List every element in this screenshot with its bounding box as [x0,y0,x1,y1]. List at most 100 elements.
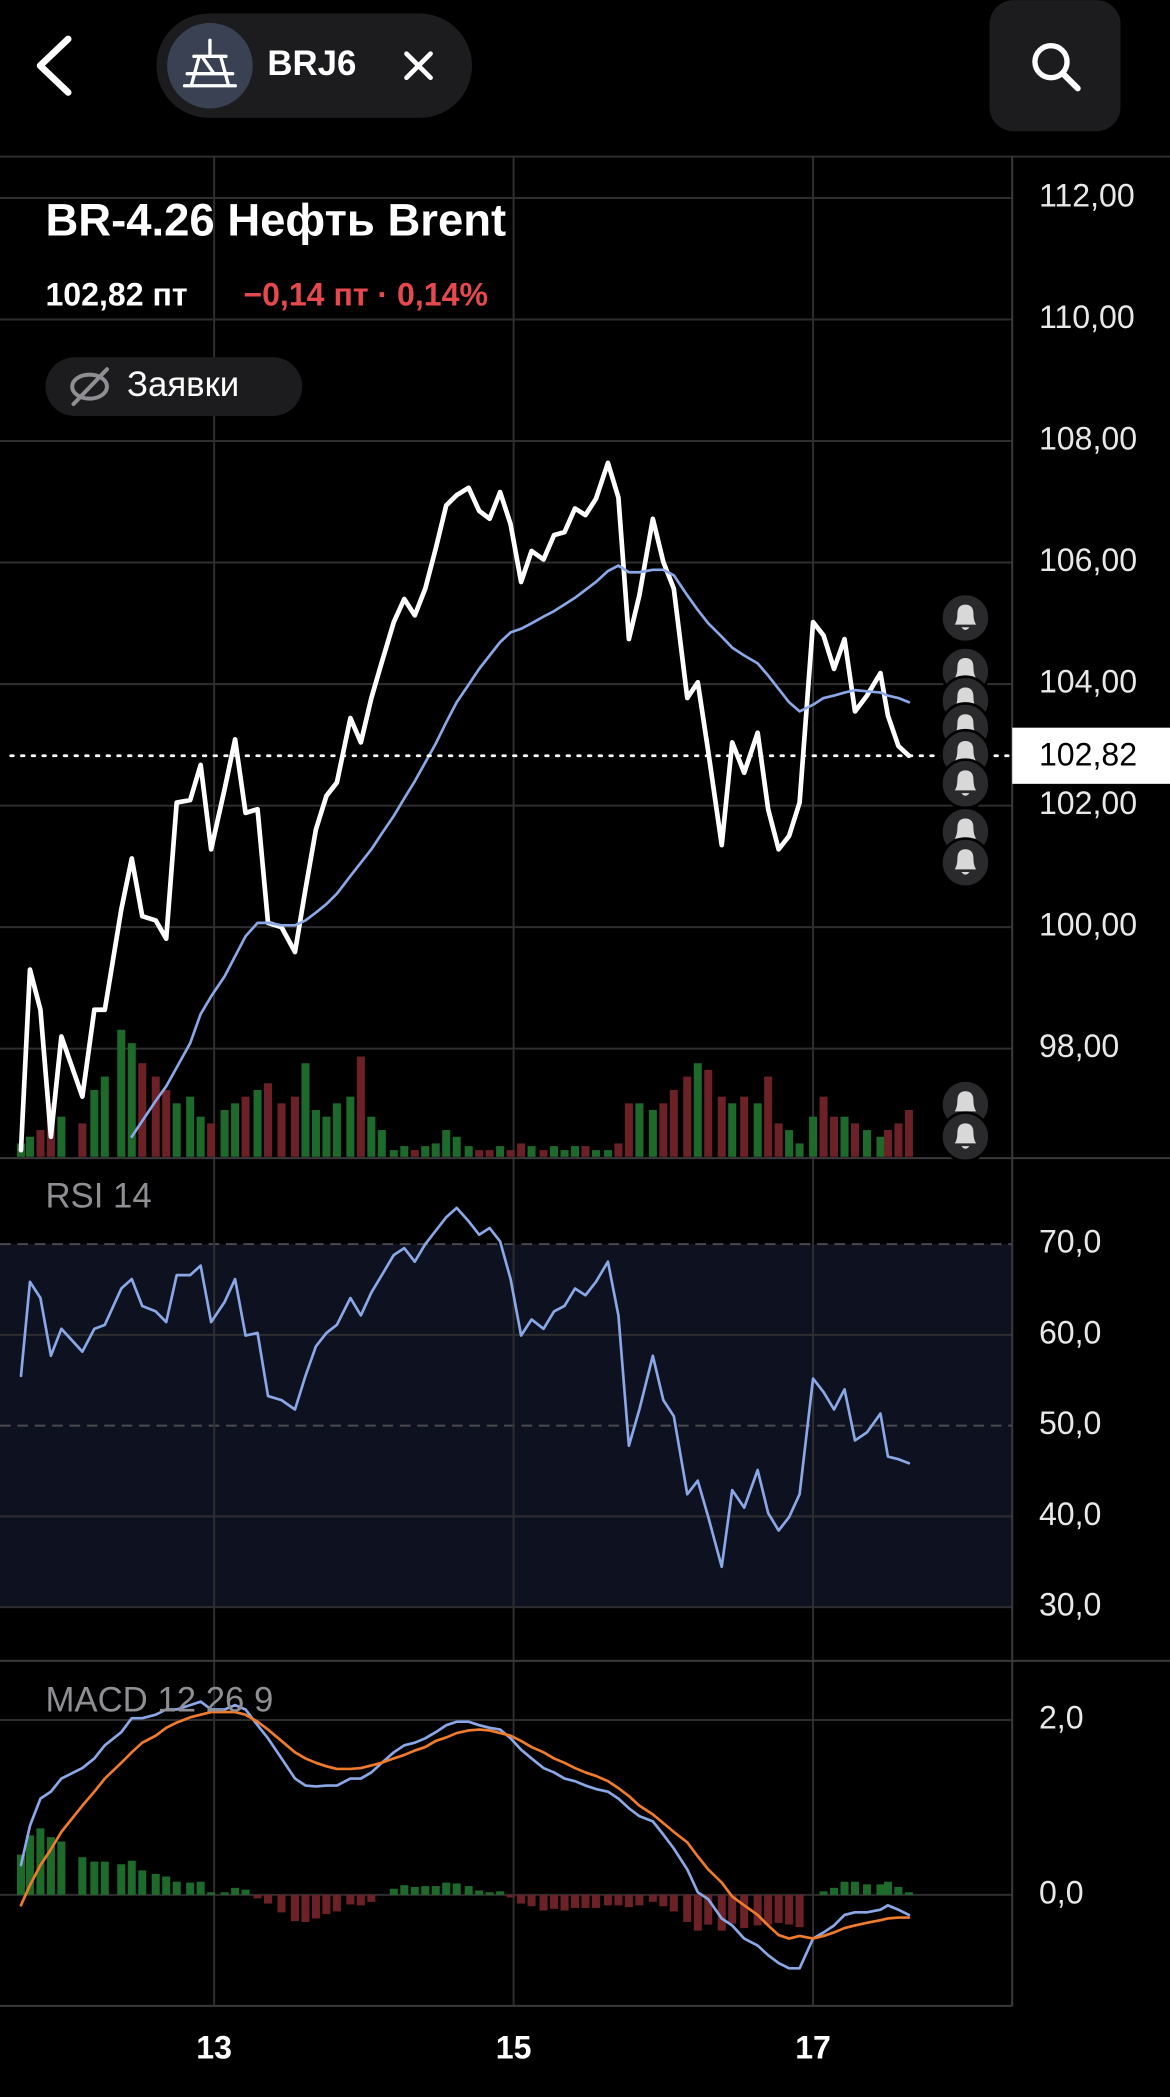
histogram-bar [16,1854,25,1895]
volume-bar [138,1063,147,1157]
volume-bar [277,1103,286,1157]
volume-bar [560,1150,569,1157]
histogram-bar [527,1894,536,1907]
volume-bar [367,1116,376,1157]
histogram-bar [539,1894,548,1911]
histogram-bar [410,1886,419,1895]
volume-bar [862,1130,871,1157]
histogram-bar [560,1894,569,1911]
volume-bar [506,1150,515,1157]
histogram-bar [496,1891,505,1895]
volume-bar [431,1143,440,1157]
histogram-bar [795,1894,804,1928]
volume-bar [830,1116,839,1157]
volume-bar [100,1076,109,1157]
histogram-bar [322,1894,331,1915]
histogram-bar [635,1894,644,1906]
search-glyph [1032,42,1070,81]
volume-bar [570,1146,579,1157]
volume-bar [410,1150,419,1157]
last-price-badge [1012,727,1170,784]
volume-bar [850,1123,860,1157]
volume-bar [442,1130,451,1157]
y-tick-label: 112,00 [1039,177,1135,213]
volume-bar [819,1096,828,1157]
histogram-bar [186,1882,195,1895]
volume-bar [539,1150,548,1157]
volume-bar [635,1103,644,1157]
histogram-bar [277,1894,286,1913]
last-price-label: 102,82 [1039,737,1137,773]
orders-toggle[interactable] [45,357,303,417]
histogram-bar [464,1886,473,1895]
volume-bar [231,1103,240,1157]
volume-bar [452,1136,461,1157]
instrument-title: BR-4.26 Нефть Brent [45,194,506,245]
histogram-bar [704,1894,713,1925]
volume-bar [186,1096,195,1157]
volume-bar [151,1076,160,1157]
volume-bar [774,1123,783,1157]
histogram-bar [389,1888,398,1895]
histogram-bar [127,1860,136,1895]
volume-bar [485,1150,494,1157]
volume-bar [346,1096,355,1157]
volume-bar [614,1143,623,1157]
volume-bar [301,1063,310,1157]
histogram-bar [442,1882,451,1895]
histogram-bar [311,1894,320,1919]
histogram-bar [220,1892,229,1895]
back-button[interactable] [36,35,72,96]
histogram-bar [728,1894,737,1924]
volume-bar [591,1150,600,1157]
rig-glyph [182,38,238,88]
y-tick-label: 70,0 [1039,1224,1101,1260]
y-tick-label: 30,0 [1039,1587,1101,1623]
volume-bar [840,1116,849,1157]
ticker: BRJ6 [267,45,356,83]
volume-bar [356,1056,365,1157]
volume-bar [904,1110,913,1157]
search-button[interactable] [989,0,1121,132]
volume-bar [753,1103,762,1157]
volume-bar [196,1116,205,1157]
histogram-bar [264,1894,273,1904]
volume-bar [264,1083,273,1157]
y-tick-label: 100,00 [1039,907,1137,943]
histogram-bar [693,1894,702,1931]
close-chip[interactable] [404,51,433,81]
y-tick-label: 60,0 [1039,1314,1101,1350]
bell-glyph [954,770,977,796]
indicator-title: MACD 12 26 9 [45,1682,273,1720]
histogram-bar [570,1894,579,1908]
histogram-bar [25,1835,34,1895]
grid-layer [0,156,1013,2006]
histogram-bar [753,1894,762,1926]
histogram-bar [614,1894,623,1906]
volume-bar [517,1143,526,1157]
volume-bar [421,1146,430,1157]
histogram-bar [117,1864,126,1895]
volume-bar [332,1103,341,1157]
y-tick-label: 110,00 [1039,299,1135,335]
volume-bar [795,1143,804,1157]
volume-bar [464,1146,473,1157]
volume-bar [162,1089,171,1157]
series-line [19,1206,911,1569]
y-tick-label: 106,00 [1039,542,1137,578]
volume-bar [550,1146,559,1157]
volume-bar [876,1136,885,1157]
x-tick-label: 13 [196,2030,232,2066]
series-line [130,564,911,1139]
histogram-bar [100,1861,109,1895]
volume-bar [581,1146,590,1157]
volume-bar [389,1150,398,1157]
volume-bar [717,1096,726,1157]
histogram-bar [46,1837,55,1895]
eye-glyph [70,372,109,401]
bell-glyph [954,818,977,844]
volume-bar [220,1110,229,1157]
histogram-bar [603,1894,612,1906]
